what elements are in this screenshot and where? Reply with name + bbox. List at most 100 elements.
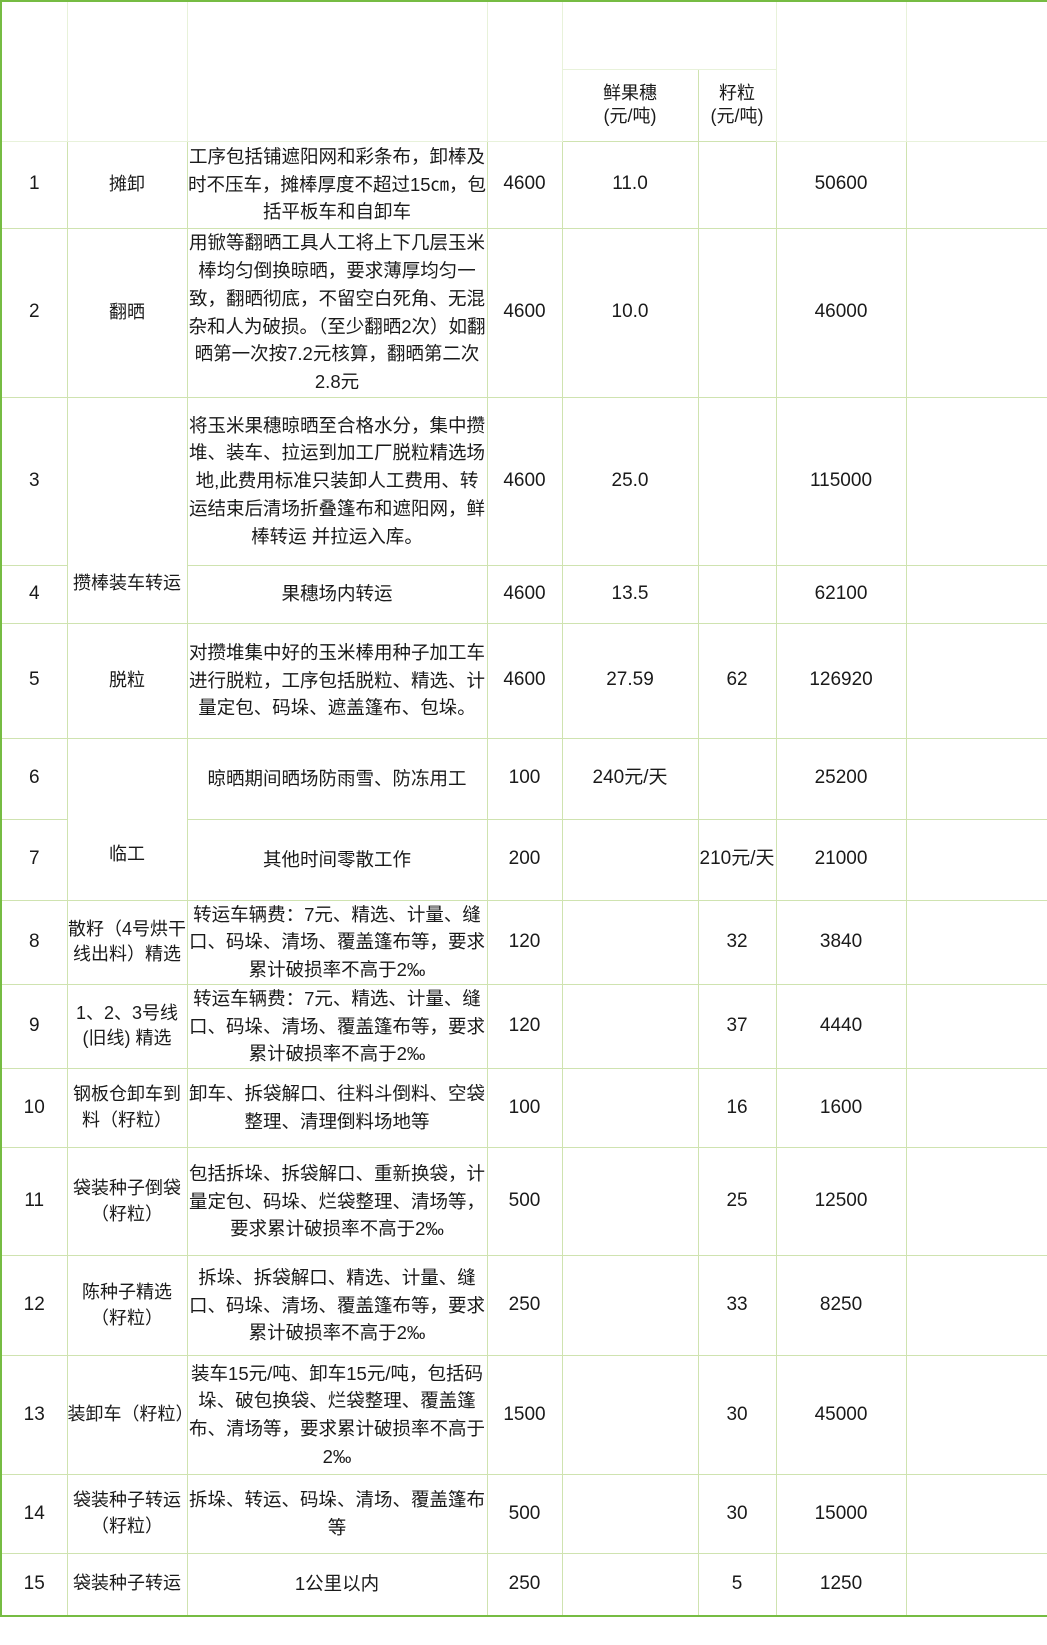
cell-unit-price-seed (697, 227, 777, 398)
table-row[interactable]: 7 其他时间零散工作 200 210元/天 21000 (0, 818, 1047, 901)
cell-unit-price-seed (697, 140, 777, 229)
table-row[interactable]: 14 袋装种子转运（籽粒） 拆垛、转运、码垛、清场、覆盖篷布等 500 30 1… (0, 1474, 1047, 1554)
cell-unit-price-fresh (561, 1553, 699, 1616)
cell-unit-price-fresh (561, 1355, 699, 1475)
cell-unit-price-fresh (561, 983, 699, 1070)
cell-quantity: 200 (486, 818, 563, 901)
col-header-total-price-line1: 成交总价 (802, 47, 881, 69)
table-row[interactable]: 2 翻晒 用锨等翻晒工具人工将上下几层玉米棒均匀倒换晾晒，要求薄厚均匀一致，翻晒… (0, 227, 1047, 398)
cell-quantity: 250 (486, 1255, 563, 1356)
cell-total-price: 126920 (775, 622, 907, 739)
cell-total-price: 46000 (775, 227, 907, 398)
cell-remark (905, 564, 1047, 624)
cell-unit-price-fresh: 10.0 (561, 227, 699, 398)
table-row[interactable]: 9 1、2、3号线 (旧线) 精选 转运车辆费：7元、精选、计量、缝口、码垛、清… (0, 983, 1047, 1070)
cell-unit-price-fresh (561, 899, 699, 985)
col-header-service-item: 服务项目 (66, 0, 188, 142)
cell-total-price: 115000 (775, 396, 907, 566)
cell-service-item: 陈种子精选（籽粒） (66, 1255, 188, 1356)
cell-index: 1 (0, 140, 68, 229)
cell-service-requirement: 拆垛、转运、码垛、清场、覆盖篷布等 (186, 1474, 488, 1554)
table-row[interactable]: 5 脱粒 对攒堆集中好的玉米棒用种子加工车进行脱粒，工序包括脱粒、精选、计量定包… (0, 622, 1047, 739)
cell-service-requirement: 转运车辆费：7元、精选、计量、缝口、码垛、清场、覆盖篷布等，要求累计破损率不高于… (186, 983, 488, 1070)
cell-unit-price-seed: 25 (697, 1147, 777, 1256)
table-body: 1 摊卸 工序包括铺遮阳网和彩条布，卸棒及时不压车，摊棒厚度不超过15㎝，包括平… (0, 140, 1047, 1616)
header-row-1: 序号 服务项目 服务要求 数量 （吨） 成交单价（元） 成交总价 （元） 备注 (0, 0, 1047, 142)
cell-index: 2 (0, 227, 68, 398)
cell-total-price: 62100 (775, 564, 907, 624)
cell-unit-price-seed (697, 737, 777, 820)
table-row[interactable]: 11 袋装种子倒袋（籽粒） 包括拆垛、拆袋解口、重新换袋，计量定包、码垛、烂袋整… (0, 1147, 1047, 1256)
table-row[interactable]: 1 摊卸 工序包括铺遮阳网和彩条布，卸棒及时不压车，摊棒厚度不超过15㎝，包括平… (0, 140, 1047, 229)
cell-remark (905, 983, 1047, 1070)
table-row[interactable]: 13 装卸车（籽粒） 装车15元/吨、卸车15元/吨，包括码垛、破包换袋、烂袋整… (0, 1355, 1047, 1475)
table-row[interactable]: 6 临工 晾晒期间晒场防雨雪、防冻用工 100 240元/天 25200 (0, 737, 1047, 901)
table-row[interactable]: 15 袋装种子转运 1公里以内 250 5 1250 (0, 1553, 1047, 1616)
cell-index: 13 (0, 1355, 68, 1475)
cell-total-price: 1250 (775, 1553, 907, 1616)
cell-unit-price-fresh: 13.5 (561, 564, 699, 624)
cell-total-price: 21000 (775, 818, 907, 901)
cell-unit-price-seed: 32 (697, 899, 777, 985)
cell-service-item: 袋装种子倒袋（籽粒） (66, 1147, 188, 1256)
cell-total-price: 1600 (775, 1068, 907, 1148)
cell-service-requirement: 卸车、拆袋解口、往料斗倒料、空袋整理、清理倒料场地等 (186, 1068, 488, 1148)
cell-unit-price-fresh (561, 1068, 699, 1148)
cell-service-item-merged: 临工 (66, 737, 188, 901)
cell-service-item: 袋装种子转运 (66, 1553, 188, 1616)
cell-service-item: 翻晒 (66, 227, 188, 398)
cell-unit-price-fresh (561, 1147, 699, 1256)
cell-unit-price-seed (697, 396, 777, 566)
cell-unit-price-fresh: 27.59 (561, 622, 699, 739)
cell-unit-price-fresh: 240元/天 (561, 737, 699, 820)
cell-unit-price-seed: 37 (697, 983, 777, 1070)
cell-quantity: 4600 (486, 140, 563, 229)
cell-service-requirement: 1公里以内 (186, 1553, 488, 1616)
cell-quantity: 100 (486, 1068, 563, 1148)
cell-service-requirement: 果穗场内转运 (186, 564, 488, 624)
cell-index: 5 (0, 622, 68, 739)
cell-service-requirement: 其他时间零散工作 (186, 818, 488, 901)
cell-unit-price-fresh (561, 1255, 699, 1356)
cell-unit-price-seed (697, 564, 777, 624)
cell-total-price: 12500 (775, 1147, 907, 1256)
cell-service-requirement: 将玉米果穗晾晒至合格水分，集中攒堆、装车、拉运到加工厂脱粒精选场地,此费用标准只… (186, 396, 488, 566)
cell-unit-price-seed: 30 (697, 1474, 777, 1554)
cell-service-requirement: 包括拆垛、拆袋解口、重新换袋，计量定包、码垛、烂袋整理、清场等，要求累计破损率不… (186, 1147, 488, 1256)
table-row[interactable]: 3 攒棒装车转运 将玉米果穗晾晒至合格水分，集中攒堆、装车、拉运到加工厂脱粒精选… (0, 396, 1047, 624)
cell-index: 10 (0, 1068, 68, 1148)
cell-quantity: 500 (486, 1147, 563, 1256)
cell-total-price: 15000 (775, 1474, 907, 1554)
cell-unit-price-seed: 33 (697, 1255, 777, 1356)
cell-service-item: 脱粒 (66, 622, 188, 739)
col-header-unit-price-group: 成交单价（元） (561, 0, 777, 70)
cell-total-price: 3840 (775, 899, 907, 985)
col-header-quantity-line1: 数量 (504, 47, 544, 69)
cell-remark (905, 818, 1047, 901)
cell-index: 15 (0, 1553, 68, 1616)
cell-service-requirement: 转运车辆费：7元、精选、计量、缝口、码垛、清场、覆盖篷布等，要求累计破损率不高于… (186, 899, 488, 985)
table-row[interactable]: 10 钢板仓卸车到料（籽粒） 卸车、拆袋解口、往料斗倒料、空袋整理、清理倒料场地… (0, 1068, 1047, 1148)
cell-service-item: 钢板仓卸车到料（籽粒） (66, 1068, 188, 1148)
cell-unit-price-seed: 210元/天 (697, 818, 777, 901)
table-row[interactable]: 8 散籽（4号烘干线出料）精选 转运车辆费：7元、精选、计量、缝口、码垛、清场、… (0, 899, 1047, 985)
cell-unit-price-fresh (561, 818, 699, 901)
cell-remark (905, 1553, 1047, 1616)
cell-service-requirement: 晾晒期间晒场防雨雪、防冻用工 (186, 737, 488, 820)
cell-total-price: 50600 (775, 140, 907, 229)
cell-remark (905, 1147, 1047, 1256)
cell-remark (905, 622, 1047, 739)
cell-index: 8 (0, 899, 68, 985)
col-header-unit-price-fresh-label: 鲜果穗 (603, 82, 657, 103)
cell-service-requirement: 工序包括铺遮阳网和彩条布，卸棒及时不压车，摊棒厚度不超过15㎝，包括平板车和自卸… (186, 140, 488, 229)
col-header-remark: 备注 (905, 0, 1047, 142)
cell-remark (905, 396, 1047, 566)
cell-quantity: 120 (486, 983, 563, 1070)
cell-service-item: 装卸车（籽粒） (66, 1355, 194, 1475)
cell-remark (905, 227, 1047, 398)
table-row[interactable]: 4 果穗场内转运 4600 13.5 62100 (0, 564, 1047, 624)
cell-unit-price-seed: 30 (697, 1355, 777, 1475)
col-header-total-price: 成交总价 （元） (775, 0, 907, 142)
table-row[interactable]: 12 陈种子精选（籽粒） 拆垛、拆袋解口、精选、计量、缝口、码垛、清场、覆盖篷布… (0, 1255, 1047, 1356)
